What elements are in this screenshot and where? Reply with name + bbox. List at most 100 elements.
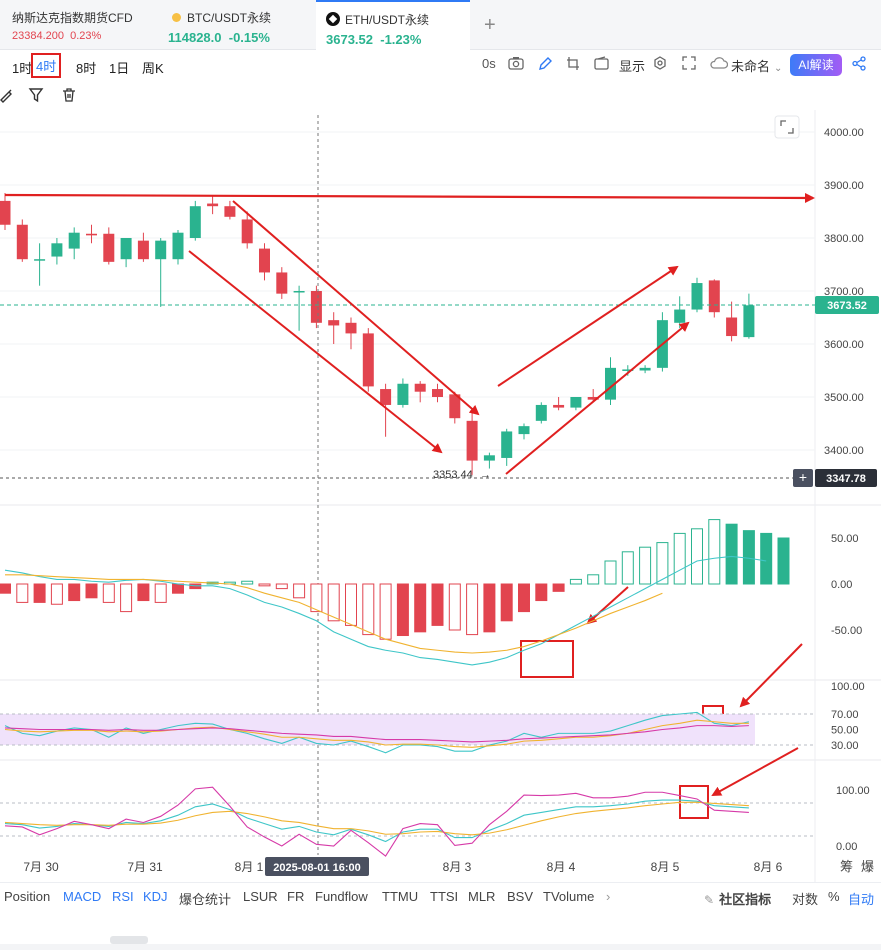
timeframe-1d[interactable]: 1日 <box>109 61 130 76</box>
tab-btc-name: BTC/USDT永续 <box>187 11 272 25</box>
chip-distribution-button[interactable]: 筹 <box>840 859 853 874</box>
tab-eth-name-row: ETH/USDT永续 <box>326 11 460 28</box>
cloud-icon[interactable] <box>710 56 729 72</box>
timeframe-week[interactable]: 周K <box>142 61 164 76</box>
macd-histogram-bar <box>172 583 184 594</box>
indicator-fr[interactable]: FR <box>287 889 305 904</box>
down-channel-lower-arrow <box>188 250 443 454</box>
crosshair-price-text: 3347.78 <box>826 473 866 485</box>
macd-histogram-bar <box>362 583 375 636</box>
macd-histogram-bar <box>68 583 81 602</box>
indicator-fundflow[interactable]: Fundflow <box>315 889 368 904</box>
candle-body <box>466 420 478 461</box>
rsi-tick-label: 50.00 <box>831 725 859 737</box>
price-chart[interactable]: 3353.44 → 4000.00 3900.00 3800.00 3700.00 36… <box>0 110 881 882</box>
macd-histogram-bar <box>656 542 669 585</box>
tab-eth-usdt[interactable]: ETH/USDT永续 3673.52 -1.23% <box>316 0 470 50</box>
indicator-liquidation[interactable]: 爆仓统计 <box>179 892 232 907</box>
crosshair-time-tag: 2025-08-01 16:00 <box>265 857 369 876</box>
indicator-ttmu[interactable]: TTMU <box>382 889 419 904</box>
settings-gear-icon[interactable] <box>653 56 667 73</box>
timeframe-4h[interactable]: 4时 <box>31 53 62 78</box>
price-tick-label: 3900.00 <box>824 180 864 192</box>
add-tab-button[interactable]: + <box>484 14 496 36</box>
brush-icon[interactable] <box>0 87 14 108</box>
crop-icon[interactable] <box>566 56 581 74</box>
macd-histogram-bar <box>327 583 340 622</box>
macd-histogram-bar <box>241 580 254 585</box>
layout-name-dropdown[interactable]: 未命名 ⌄ <box>731 56 782 75</box>
macd-histogram-bar <box>33 583 46 603</box>
candle-body <box>380 389 392 405</box>
indicator-more-chevron-icon[interactable]: › <box>606 889 611 904</box>
chevron-down-icon: ⌄ <box>774 63 783 74</box>
rsi-pane <box>4 711 750 754</box>
trash-icon[interactable] <box>61 87 77 108</box>
macd-histogram-bar <box>500 583 513 622</box>
macd-histogram-bar <box>102 583 115 603</box>
macd-histogram-bar <box>258 583 271 587</box>
fullscreen-icon[interactable] <box>682 56 696 73</box>
macd-histogram-bar <box>448 583 461 631</box>
candle-body <box>0 200 11 225</box>
tab-nasdaq-change: 0.23% <box>70 30 102 42</box>
macd-histogram-bar <box>0 583 11 594</box>
macd-tick-label: 50.00 <box>831 533 859 545</box>
candle-body <box>34 259 46 261</box>
resistance-line-arrow <box>4 192 815 203</box>
time-tick-label: 8月 6 <box>754 860 783 874</box>
time-tick-label: 7月 30 <box>23 860 59 874</box>
display-button[interactable]: 显示 <box>619 59 646 74</box>
rsi-band <box>0 714 755 745</box>
tab-btc-name-row: BTC/USDT永续 <box>168 9 298 26</box>
resize-grip[interactable] <box>110 936 148 944</box>
candle-body <box>137 240 149 260</box>
time-tick-label: 8月 1 <box>235 860 264 874</box>
liquidation-button[interactable]: 爆 <box>861 859 874 874</box>
indicator-mlr[interactable]: MLR <box>468 889 496 904</box>
tab-nasdaq-cfd[interactable]: 纳斯达克指数期货CFD 23384.200 0.23% <box>2 0 152 50</box>
indicator-kdj[interactable]: KDJ <box>143 889 168 904</box>
candle-body <box>483 455 495 461</box>
plus-icon: + <box>799 469 807 485</box>
macd-histogram-bar <box>466 583 479 636</box>
ai-interpret-button[interactable]: AI解读 <box>790 54 842 76</box>
indicator-lsur[interactable]: LSUR <box>243 889 278 904</box>
rsi-tick-label: 100.00 <box>831 681 865 693</box>
community-indicators-button[interactable]: ✎ 社区指标 <box>704 889 771 908</box>
macd-histogram-bar <box>708 519 721 585</box>
camera-icon[interactable] <box>508 56 524 73</box>
filter-icon[interactable] <box>28 87 44 108</box>
share-icon[interactable] <box>852 56 867 74</box>
indicator-rsi[interactable]: RSI <box>112 889 134 904</box>
community-indicators-label: 社区指标 <box>719 892 772 907</box>
indicator-position[interactable]: Position <box>4 889 51 904</box>
macd-histogram-bar <box>345 583 357 626</box>
macd-histogram-bar <box>760 532 773 585</box>
indicator-tvolume[interactable]: TVolume <box>543 889 595 904</box>
candle-body <box>518 426 530 435</box>
candle-body <box>328 320 340 326</box>
tab-btc-usdt[interactable]: BTC/USDT永续 114828.0 -0.15% <box>158 0 308 50</box>
wallet-icon[interactable] <box>594 56 609 74</box>
add-alert-button[interactable] <box>793 469 813 487</box>
candle-body <box>241 219 253 244</box>
macd-histogram-bar <box>431 583 444 626</box>
timeframe-8h[interactable]: 8时 <box>76 61 97 76</box>
tab-eth-change: -1.23% <box>380 32 422 47</box>
pencil-icon[interactable] <box>538 56 553 74</box>
countdown-label[interactable]: 0s <box>482 56 496 71</box>
macd-histogram-bar <box>310 583 323 613</box>
log-scale-toggle[interactable]: 对数 <box>792 892 819 907</box>
kdj-tick-label: 0.00 <box>836 841 857 853</box>
timeframe-1h[interactable]: 1时 <box>12 61 33 76</box>
indicator-macd[interactable]: MACD <box>63 889 102 904</box>
indicator-bsv[interactable]: BSV <box>507 889 534 904</box>
macd-histogram-bar <box>777 537 790 585</box>
percent-scale-toggle[interactable]: % <box>828 889 840 904</box>
expand-icon <box>780 120 794 134</box>
indicator-ttsi[interactable]: TTSI <box>430 889 459 904</box>
auto-scale-toggle[interactable]: 自动 <box>848 892 875 907</box>
zoom-button[interactable] <box>774 115 800 139</box>
candle-body <box>207 203 219 207</box>
